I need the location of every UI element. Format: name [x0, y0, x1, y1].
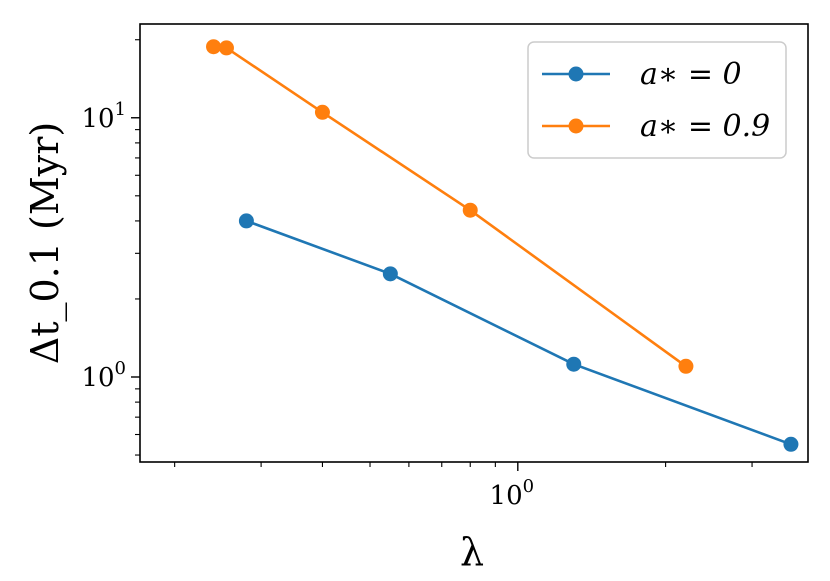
x-tick-label-exponent: 0 [523, 476, 534, 497]
y-tick-label-base: 10 [81, 104, 114, 134]
legend-marker-1 [568, 118, 584, 134]
x-tick-label: 100 [490, 476, 535, 511]
data-point [678, 358, 694, 374]
data-point [382, 266, 398, 282]
series-line-0 [245, 219, 792, 446]
x-tick-group: 100 [174, 462, 753, 511]
y-tick-label-base: 10 [81, 363, 114, 393]
legend-entries: a∗ = 0 a∗ = 0.9 [542, 57, 770, 144]
data-point [238, 213, 254, 229]
data-point [206, 39, 222, 55]
x-tick-label-base: 10 [490, 481, 523, 511]
data-point [783, 436, 799, 452]
y-tick-label: 100 [81, 358, 126, 393]
data-point [218, 40, 234, 56]
y-tick-label: 101 [81, 99, 126, 134]
y-axis-label: Δt_0.1 (Myr) [23, 122, 68, 364]
data-point [314, 104, 330, 120]
legend-label-0: a∗ = 0 [640, 57, 742, 92]
y-tick-label-exponent: 1 [115, 99, 126, 120]
data-point [462, 202, 478, 218]
legend-box [527, 41, 787, 159]
data-point [566, 356, 582, 372]
legend-marker-0 [568, 66, 584, 82]
series-layer [206, 39, 799, 452]
x-axis-label: λ [460, 530, 484, 574]
y-tick-label-exponent: 0 [115, 358, 126, 379]
plot-frame [139, 23, 809, 463]
legend: a∗ = 0 a∗ = 0.9 [527, 41, 787, 159]
legend-label-1: a∗ = 0.9 [640, 109, 770, 144]
